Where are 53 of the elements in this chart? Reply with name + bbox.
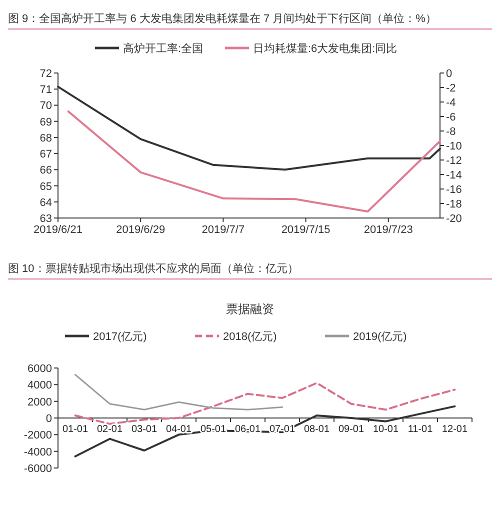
chart-title: 图 10：票据转贴现市场出现供不应求的局面（单位：亿元）	[8, 262, 298, 275]
x-tick-label: 2019/7/23	[364, 224, 413, 236]
y2-tick-label: -6	[446, 112, 456, 124]
line-series	[74, 382, 456, 425]
y2-tick-label: -10	[446, 140, 462, 152]
chart-title: 图 9：全国高炉开工率与 6 大发电集团发电耗煤量在 7 月间均处于下行区间（单位：%）	[8, 12, 436, 25]
y2-tick-label: 0	[446, 68, 452, 80]
x-tick-label: 2019/6/21	[34, 224, 82, 236]
y2-tick-label: -8	[446, 126, 456, 138]
y-tick-label: 64	[40, 196, 52, 209]
x-tick-label: 2019/6/29	[116, 224, 166, 236]
line-series	[74, 374, 283, 410]
y-tick-label: 68	[40, 132, 52, 144]
y-tick-label: 63	[40, 213, 52, 225]
y-tick-label: 65	[40, 180, 52, 193]
y-tick-label: 66	[40, 164, 52, 177]
y-tick-label: 70	[40, 100, 52, 112]
y2-tick-label: -12	[446, 155, 462, 167]
y2-tick-label: -14	[446, 170, 462, 182]
x-tick-label: 08-01	[304, 424, 330, 435]
x-tick-label: 04-01	[166, 424, 192, 435]
y-tick-label: 4000	[28, 380, 52, 392]
y-tick-label: 67	[40, 148, 52, 161]
y-tick-label: -4000	[24, 446, 52, 458]
y-tick-label: 69	[40, 116, 52, 128]
y-tick-label: -6000	[24, 463, 52, 475]
legend-label: 2019(亿元)	[353, 331, 407, 343]
y2-tick-label: -16	[446, 184, 462, 196]
x-tick-label: 02-01	[96, 424, 123, 435]
legend-label: 高炉开工率:全国	[123, 42, 204, 55]
x-tick-label: 2019/7/15	[281, 224, 330, 236]
y2-tick-label: -2	[446, 82, 456, 94]
x-tick-label: 01-01	[62, 424, 88, 435]
y-tick-label: 71	[40, 84, 52, 96]
line-series	[67, 110, 441, 212]
x-tick-label: 11-01	[408, 424, 434, 435]
legend-label: 日均耗煤量:6大发电集团:同比	[253, 42, 398, 55]
y2-tick-label: -20	[446, 213, 462, 225]
legend-label: 2018(亿元)	[223, 331, 277, 343]
x-tick-label: 12-01	[442, 424, 468, 435]
y-tick-label: 2000	[28, 396, 52, 408]
y2-tick-label: -18	[446, 198, 462, 210]
x-tick-label: 10-01	[372, 424, 399, 435]
x-tick-label: 2019/7/7	[202, 224, 245, 236]
y-tick-label: 72	[40, 68, 52, 80]
y-tick-label: 6000	[28, 363, 52, 375]
y-tick-label: 0	[46, 413, 52, 425]
legend-label: 2017(亿元)	[93, 331, 147, 343]
chart-subtitle: 票据融资	[226, 302, 274, 316]
y2-tick-label: -4	[446, 97, 456, 109]
y-tick-label: -2000	[24, 430, 52, 442]
x-tick-label: 03-01	[131, 424, 158, 435]
x-tick-label: 09-01	[338, 424, 364, 435]
